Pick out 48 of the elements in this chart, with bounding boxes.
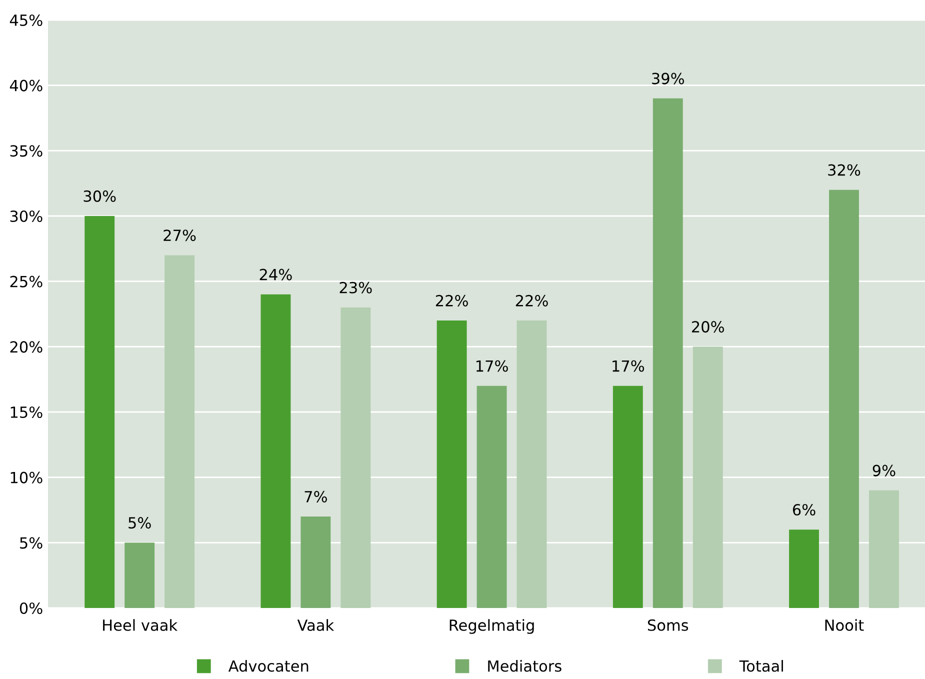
bar (692, 346, 723, 608)
data-label: 6% (792, 504, 816, 516)
data-label: 23% (340, 282, 372, 294)
bar (476, 386, 507, 608)
data-label: 17% (476, 360, 508, 372)
bar (124, 542, 155, 608)
data-label: 17% (612, 360, 644, 372)
bar (869, 490, 899, 608)
bar (829, 190, 859, 608)
y-tick-label: 40% (10, 80, 42, 92)
bar (436, 320, 467, 608)
data-label: 9% (872, 464, 896, 476)
data-label: 5% (128, 517, 151, 529)
legend-label: Advocaten (228, 660, 308, 672)
bar (164, 255, 195, 608)
y-tick-label: 5% (20, 537, 42, 549)
bar (260, 294, 291, 608)
data-label: 30% (84, 190, 116, 202)
y-tick-label: 35% (10, 145, 42, 157)
y-tick-label: 10% (10, 472, 42, 484)
y-tick-label: 25% (10, 276, 42, 288)
bar (300, 516, 331, 608)
bar (789, 530, 819, 608)
data-label: 22% (436, 294, 468, 306)
data-label: 39% (652, 72, 684, 84)
y-tick-label: 0% (20, 602, 42, 614)
y-tick-label: 15% (10, 406, 42, 418)
x-tick-label: Vaak (297, 619, 334, 631)
bar (652, 98, 683, 608)
data-label: 24% (260, 268, 292, 280)
legend-label: Mediators (488, 660, 562, 672)
bar (612, 386, 643, 608)
x-tick-label: Soms (648, 619, 688, 631)
x-tick-label: Heel vaak (103, 619, 178, 631)
bar (516, 320, 547, 608)
bar (84, 216, 115, 608)
y-tick-label: 20% (10, 341, 42, 353)
data-label: 20% (692, 321, 724, 333)
x-tick-label: Regelmatig (450, 619, 534, 634)
data-label: 7% (304, 490, 327, 502)
data-label: 27% (164, 230, 196, 242)
y-tick-label: 45% (10, 14, 42, 26)
x-tick-label: Nooit (825, 619, 864, 631)
y-tick-label: 30% (10, 210, 42, 222)
data-label: 22% (516, 294, 548, 306)
data-label: 32% (828, 164, 860, 176)
legend-label: Totaal (739, 660, 783, 672)
bar (340, 307, 371, 608)
